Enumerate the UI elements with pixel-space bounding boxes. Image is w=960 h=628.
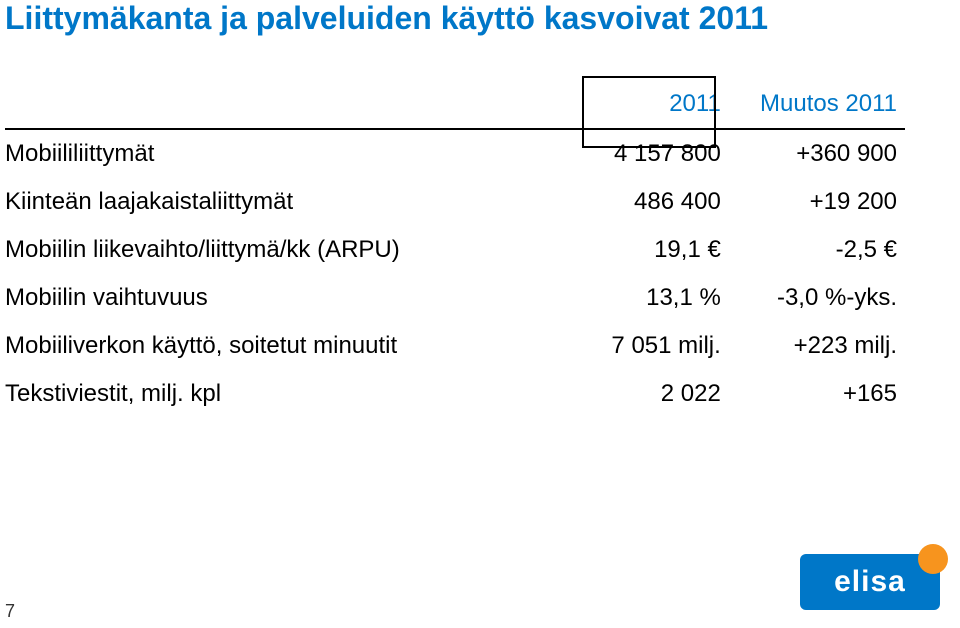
table-header-row: 2011 Muutos 2011	[5, 80, 905, 129]
table-row: Mobiilin vaihtuvuus 13,1 % -3,0 %-yks.	[5, 274, 905, 322]
row-change: +19 200	[729, 178, 905, 226]
row-change: -2,5 €	[729, 226, 905, 274]
table-row: Tekstiviestit, milj. kpl 2 022 +165	[5, 370, 905, 418]
row-value: 7 051 milj.	[535, 322, 729, 370]
row-label: Tekstiviestit, milj. kpl	[5, 370, 535, 418]
row-value: 486 400	[535, 178, 729, 226]
row-label: Mobiilin liikevaihto/liittymä/kk (ARPU)	[5, 226, 535, 274]
page-number: 7	[5, 601, 15, 622]
data-table: 2011 Muutos 2011 Mobiililiittymät 4 157 …	[5, 80, 905, 418]
table-row: Mobiiliverkon käyttö, soitetut minuutit …	[5, 322, 905, 370]
row-value: 2 022	[535, 370, 729, 418]
table-row: Kiinteän laajakaistaliittymät 486 400 +1…	[5, 178, 905, 226]
col-blank	[5, 80, 535, 129]
page-title: Liittymäkanta ja palveluiden käyttö kasv…	[5, 0, 768, 37]
row-change: +360 900	[729, 129, 905, 178]
row-change: -3,0 %-yks.	[729, 274, 905, 322]
row-label: Mobiiliverkon käyttö, soitetut minuutit	[5, 322, 535, 370]
row-label: Mobiililiittymät	[5, 129, 535, 178]
row-value: 4 157 800	[535, 129, 729, 178]
col-value-header: 2011	[535, 80, 729, 129]
row-value: 19,1 €	[535, 226, 729, 274]
table-row: Mobiilin liikevaihto/liittymä/kk (ARPU) …	[5, 226, 905, 274]
row-label: Kiinteän laajakaistaliittymät	[5, 178, 535, 226]
row-change: +223 milj.	[729, 322, 905, 370]
row-label: Mobiilin vaihtuvuus	[5, 274, 535, 322]
logo-text: elisa	[834, 565, 906, 599]
row-value: 13,1 %	[535, 274, 729, 322]
table-row: Mobiililiittymät 4 157 800 +360 900	[5, 129, 905, 178]
elisa-logo: elisa	[800, 554, 940, 610]
col-change-header: Muutos 2011	[729, 80, 905, 129]
row-change: +165	[729, 370, 905, 418]
logo-dot-icon	[918, 544, 948, 574]
